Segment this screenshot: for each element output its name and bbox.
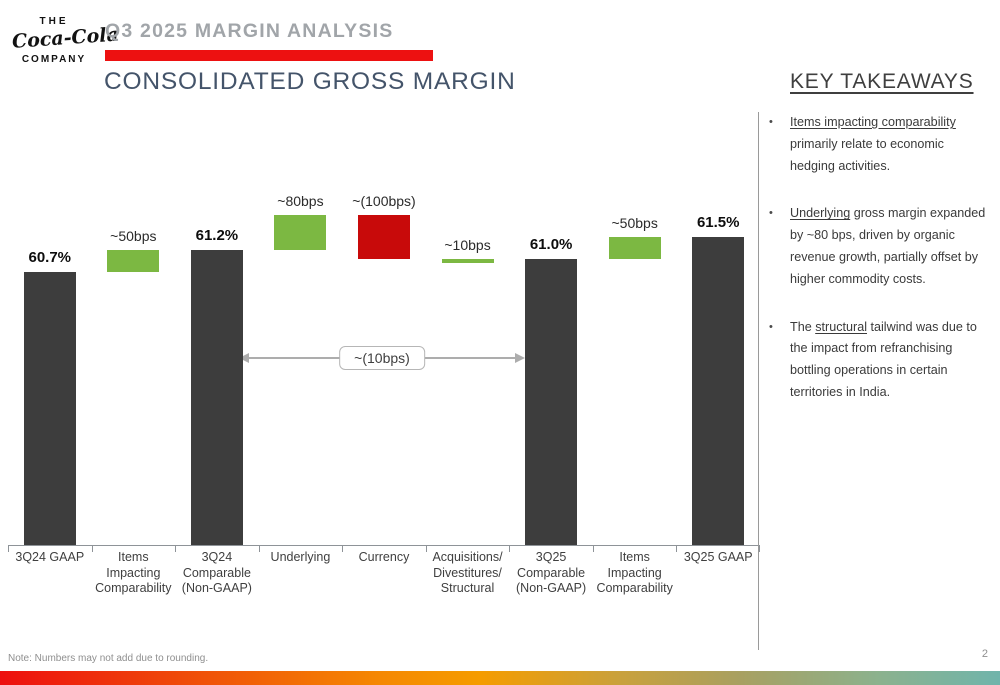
axis-category-label: Currency (358, 550, 410, 564)
bullet-text: The (790, 319, 816, 334)
waterfall-bar-0 (23, 272, 76, 545)
axis-tick (676, 545, 678, 552)
footnote: Note: Numbers may not add due to roundin… (8, 653, 209, 664)
bullet-underlined-text: structural (815, 319, 867, 334)
bullet-text: gross margin expanded by ~80 bps, driven… (790, 206, 986, 286)
axis-category-label: 3Q24 GAAP (15, 550, 85, 564)
axis-tick (759, 545, 760, 552)
bar-value-label: ~(100bps) (352, 193, 416, 209)
coca-cola-logo: THE Coca-Cola COMPANY (11, 16, 120, 65)
logo-company-text: COMPANY (21, 54, 87, 65)
bar-value-label: ~50bps (110, 228, 157, 245)
bullet-text: primarily relate to economic hedging act… (790, 136, 944, 173)
bar-value-label: 61.5% (696, 214, 740, 231)
axis-category-label: Items Impacting Comparability (596, 550, 673, 595)
key-takeaways-list: Items impacting comparability primarily … (768, 112, 988, 404)
net-change-label: ~(10bps) (339, 346, 425, 370)
waterfall-bar-2 (190, 250, 243, 545)
axis-tick (592, 545, 594, 552)
waterfall-bar-1 (107, 250, 160, 273)
axis-tick (342, 545, 344, 552)
axis-category-label: Underlying (270, 550, 331, 564)
slide-eyebrow: Q3 2025 MARGIN ANALYSIS (105, 20, 394, 42)
waterfall-bar-6 (525, 259, 578, 545)
axis-category-label: Acquisitions/Divestitures/Structural (432, 550, 503, 595)
logo-the-text: THE (39, 16, 69, 27)
bullet-text: tailwind was due to the impact from refr… (790, 319, 977, 399)
footer-gradient-bar (0, 671, 1000, 685)
axis-category-label: Items Impacting Comparability (95, 550, 172, 595)
waterfall-bar-5 (441, 259, 494, 264)
waterfall-bar-3 (274, 215, 327, 251)
bullet-underlined-text: Underlying (790, 206, 851, 221)
waterfall-bar-8 (692, 237, 745, 545)
red-accent-bar (105, 50, 433, 61)
axis-category-label: 3Q25 Comparable (Non-GAAP) (516, 550, 587, 595)
axis-tick (258, 545, 260, 552)
waterfall-chart: ~(10bps) 60.7% ~50bps 61.2% ~80bps ~(100bps)… (8, 110, 760, 552)
bar-value-label: ~80bps (277, 193, 324, 209)
vertical-divider (758, 112, 759, 650)
net-change-annotation: ~(10bps) (239, 344, 525, 372)
waterfall-bar-7 (608, 237, 661, 259)
arrow-left-icon (239, 353, 249, 363)
axis-category-label: 3Q25 GAAP (683, 550, 753, 564)
takeaway-bullet: Items impacting comparability primarily … (768, 112, 988, 177)
logo-script-text: Coca-Cola (11, 23, 120, 53)
bar-value-label: ~10bps (444, 237, 491, 253)
page-number: 2 (981, 648, 988, 660)
axis-tick (509, 545, 511, 552)
axis-tick (91, 545, 93, 552)
axis-tick (425, 545, 427, 552)
takeaway-bullet: Underlying gross margin expanded by ~80 … (768, 203, 988, 290)
waterfall-bar-4 (358, 215, 410, 259)
bar-value-label: 61.2% (195, 227, 239, 245)
key-takeaways-panel: KEY TAKEAWAYS Items impacting comparabil… (768, 70, 988, 430)
axis-category-label: 3Q24 Comparable (Non-GAAP) (181, 550, 252, 595)
bar-value-label: ~50bps (611, 215, 658, 231)
bar-value-label: 60.7% (28, 249, 72, 267)
axis-tick (175, 545, 177, 552)
takeaway-bullet: The structural tailwind was due to the i… (768, 317, 988, 404)
bullet-underlined-text: Items impacting comparability (790, 115, 956, 129)
page-title: CONSOLIDATED GROSS MARGIN (104, 68, 516, 95)
axis-category-labels: 3Q24 GAAP Items Impacting Comparability 3Q24… (8, 550, 760, 610)
key-takeaways-title: KEY TAKEAWAYS (790, 70, 974, 93)
bar-value-label: 61.0% (529, 236, 573, 253)
axis-tick (8, 545, 9, 552)
arrow-right-icon (515, 353, 525, 363)
